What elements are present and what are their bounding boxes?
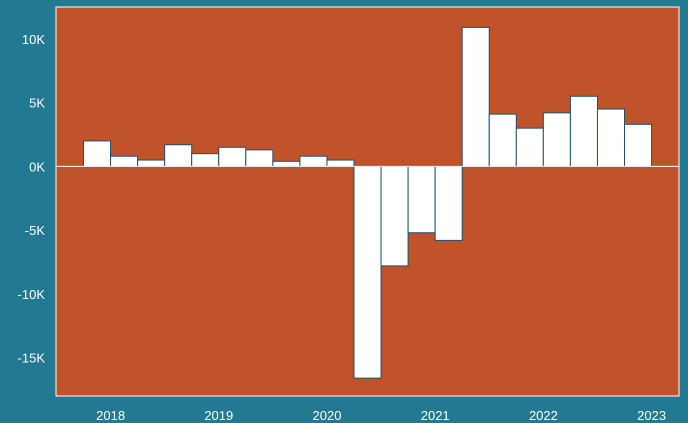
x-tick-label: 2018 <box>96 408 125 423</box>
bar-2021-Q1 <box>434 165 463 241</box>
bar-2018-Q4 <box>191 153 220 167</box>
bar-2018-Q1 <box>110 155 139 167</box>
bar-2022-Q1 <box>542 112 571 167</box>
x-tick-label: 2021 <box>421 408 450 423</box>
bar-series <box>83 26 653 379</box>
bar-2022-Q2 <box>569 95 598 167</box>
bar-2019-Q1 <box>218 146 247 167</box>
bar-2019-Q2 <box>245 149 274 167</box>
x-tick-label: 2023 <box>637 408 666 423</box>
x-tick-label: 2019 <box>204 408 233 423</box>
y-tick-label: -10K <box>18 287 46 302</box>
bar-2019-Q3 <box>272 160 301 167</box>
y-tick-label: 5K <box>29 96 45 111</box>
y-tick-label: 0K <box>29 159 45 174</box>
bar-2018-Q3 <box>164 144 193 167</box>
bar-2020-Q2 <box>353 165 382 379</box>
bar-2017-Q4 <box>83 140 112 167</box>
bar-2020-Q1 <box>326 159 355 167</box>
x-axis: 2018 2019 2020 2021 2022 2023 <box>96 408 666 423</box>
y-axis: 10K 5K 0K -5K -10K -15K <box>18 32 46 366</box>
bar-2021-Q2 <box>461 26 490 167</box>
x-tick-label: 2020 <box>313 408 342 423</box>
bar-2018-Q2 <box>137 159 166 167</box>
bar-2021-Q3 <box>488 113 517 167</box>
bar-2022-Q3 <box>596 108 626 167</box>
bar-2022-Q4 <box>624 123 653 167</box>
y-tick-label: 10K <box>22 32 45 47</box>
bar-2019-Q4 <box>299 155 328 167</box>
y-tick-label: -5K <box>25 223 46 238</box>
bar-2021-Q4 <box>515 127 544 167</box>
bar-2020-Q3 <box>380 165 409 267</box>
bar-2020-Q4 <box>407 165 436 234</box>
y-tick-label: -15K <box>18 351 46 366</box>
x-tick-label: 2022 <box>529 408 558 423</box>
